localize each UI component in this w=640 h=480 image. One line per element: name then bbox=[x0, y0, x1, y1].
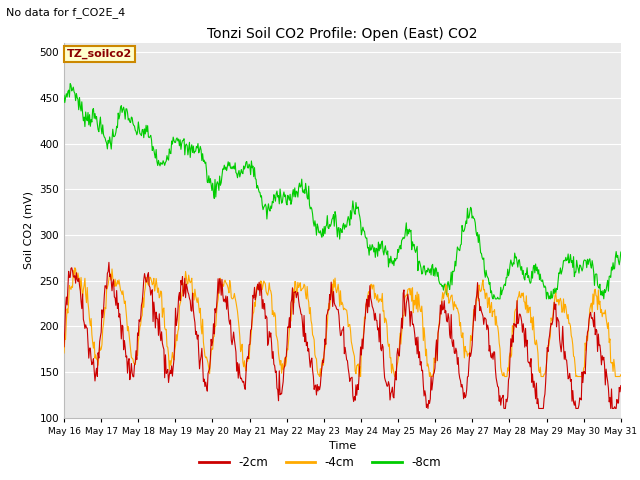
Text: TZ_soilco2: TZ_soilco2 bbox=[67, 49, 132, 59]
Y-axis label: Soil CO2 (mV): Soil CO2 (mV) bbox=[24, 192, 34, 269]
X-axis label: Time: Time bbox=[329, 441, 356, 451]
Text: No data for f_CO2E_4: No data for f_CO2E_4 bbox=[6, 7, 125, 18]
Legend: -2cm, -4cm, -8cm: -2cm, -4cm, -8cm bbox=[195, 452, 445, 474]
Title: Tonzi Soil CO2 Profile: Open (East) CO2: Tonzi Soil CO2 Profile: Open (East) CO2 bbox=[207, 27, 477, 41]
